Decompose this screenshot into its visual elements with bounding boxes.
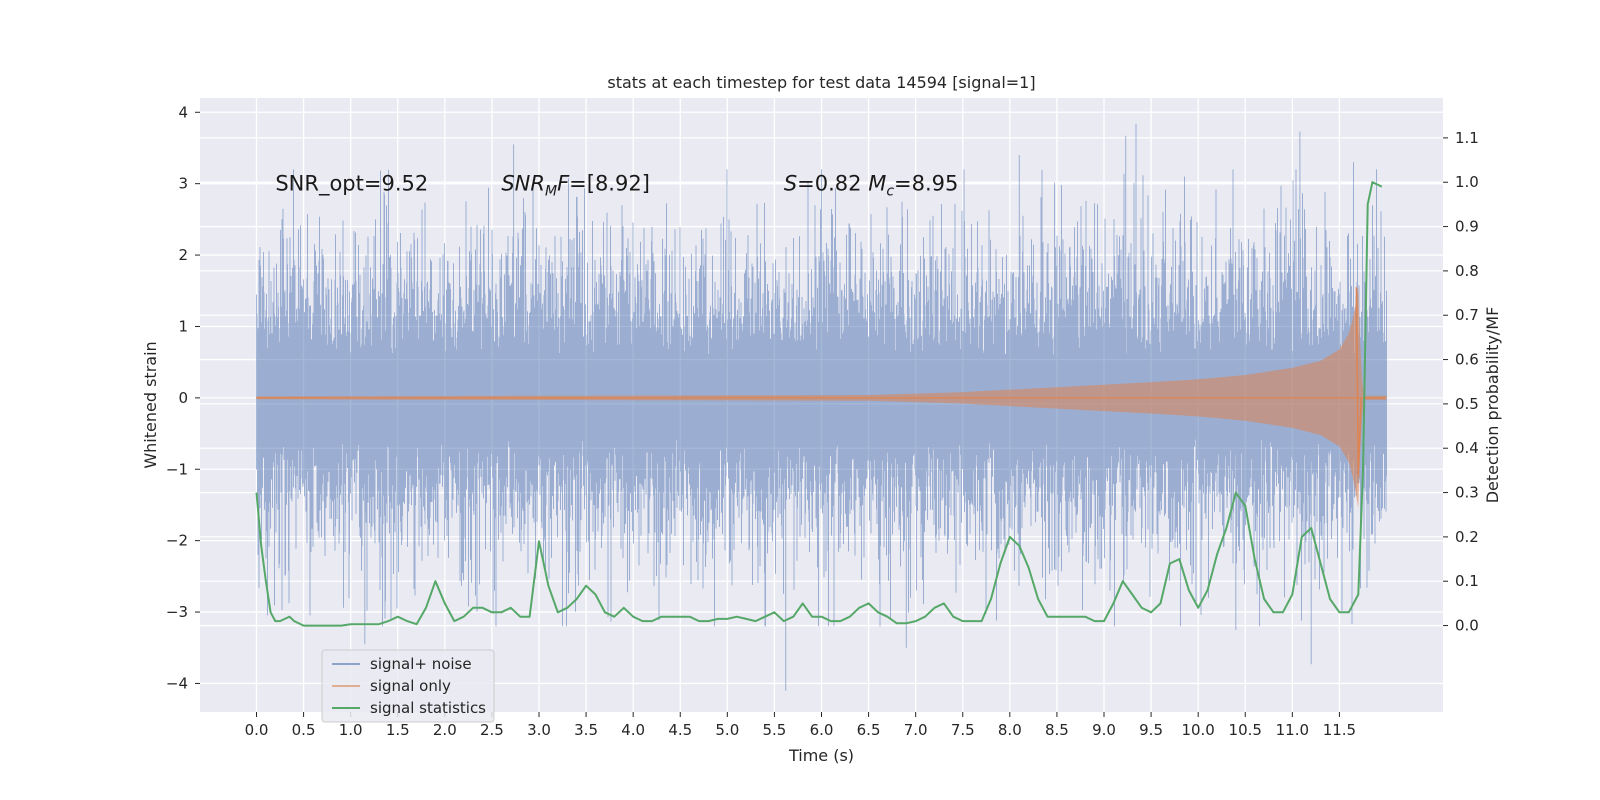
y-tick-label: 3 (178, 175, 188, 193)
y2-tick-label: 0.8 (1455, 262, 1479, 280)
annotation-3: S=0.82 Mc=8.95 (784, 172, 959, 200)
y-tick-label: 0 (178, 389, 188, 407)
y2-tick-label: 0.2 (1455, 528, 1479, 546)
tick-labels: 0.0 0.5 1.0 1.5 2.0 2.5 3.0 3.5 4.0 4.5 5.0 5.5 6.0 6… (166, 103, 1479, 739)
x-tick-label: 11.0 (1276, 721, 1309, 739)
x-tick-label: 10.0 (1181, 721, 1214, 739)
y-tick-label: −4 (166, 674, 188, 692)
x-tick-label: 2.5 (480, 721, 504, 739)
y-tick-label: 4 (178, 103, 188, 121)
x-tick-label: 7.5 (951, 721, 975, 739)
y2-tick-label: 0.1 (1455, 572, 1479, 590)
y2-tick-label: 0.3 (1455, 484, 1479, 502)
annotation-1: SNR_opt=9.52 (275, 172, 428, 197)
chart-title: stats at each timestep for test data 145… (607, 73, 1035, 92)
y-tick-label: −3 (166, 603, 188, 621)
legend-box (321, 649, 495, 723)
y2-tick-label: 0.9 (1455, 218, 1479, 236)
x-tick-label: 3.5 (574, 721, 598, 739)
x-tick-label: 6.0 (810, 721, 834, 739)
y-axis-label: Whitened strain (141, 341, 160, 468)
x-tick-label: 5.0 (715, 721, 739, 739)
annotation-2: SNRMF=[8.92] (501, 172, 650, 200)
x-tick-label: 2.0 (433, 721, 457, 739)
x-tick-label: 4.5 (668, 721, 692, 739)
legend-label: signal only (370, 677, 451, 695)
y2-tick-label: 1.0 (1455, 173, 1479, 191)
series-signal-statistics (255, 181, 1383, 627)
x-tick-label: 0.5 (292, 721, 316, 739)
x-tick-label: 4.0 (621, 721, 645, 739)
y2-axis-label: Detection probability/MF (1483, 307, 1502, 504)
x-tick-label: 8.0 (998, 721, 1022, 739)
y2-tick-label: 0.0 (1455, 617, 1479, 635)
series-layer (255, 123, 1387, 691)
x-tick-label: 3.0 (527, 721, 551, 739)
x-tick-label: 8.5 (1045, 721, 1069, 739)
x-tick-label: 9.0 (1092, 721, 1116, 739)
legend-label: signal+ noise (370, 655, 472, 673)
y-tick-label: 1 (178, 317, 188, 335)
x-axis-label: Time (s) (788, 746, 854, 765)
y-tick-label: 2 (178, 246, 188, 264)
legend: signal+ noise signal only signal statistic… (321, 649, 495, 723)
x-tick-label: 1.0 (339, 721, 363, 739)
y2-tick-label: 1.1 (1455, 129, 1479, 147)
legend-label: signal statistics (370, 699, 486, 717)
y2-tick-label: 0.6 (1455, 351, 1479, 369)
x-tick-label: 5.5 (762, 721, 786, 739)
x-tick-label: 10.5 (1229, 721, 1262, 739)
x-tick-label: 0.0 (245, 721, 269, 739)
x-tick-label: 6.5 (857, 721, 881, 739)
y-tick-label: −1 (166, 460, 188, 478)
annotations: SNR_opt=9.52 SNRMF=[8.92] S=0.82 Mc=8.95 (275, 172, 958, 200)
y2-tick-label: 0.7 (1455, 306, 1479, 324)
x-tick-label: 1.5 (386, 721, 410, 739)
y2-tick-label: 0.5 (1455, 395, 1479, 413)
x-tick-label: 7.0 (904, 721, 928, 739)
y-tick-label: −2 (166, 532, 188, 550)
signal-only-merger (1355, 287, 1362, 477)
y2-tick-label: 0.4 (1455, 439, 1479, 457)
x-tick-label: 11.5 (1323, 721, 1356, 739)
x-tick-label: 9.5 (1139, 721, 1163, 739)
